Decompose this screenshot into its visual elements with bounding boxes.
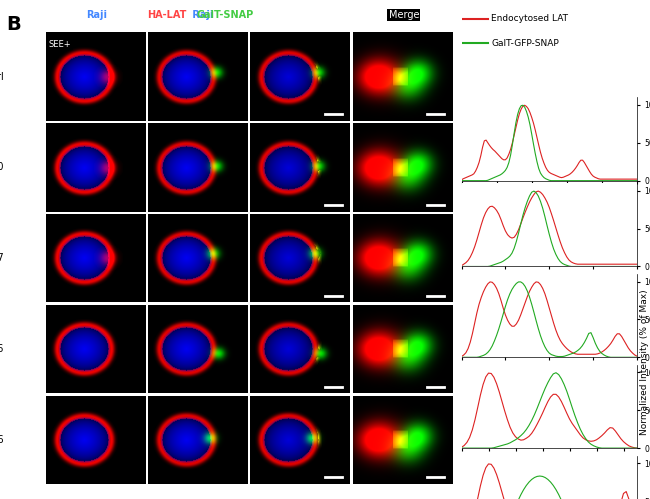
Text: Merge: Merge [389, 10, 419, 20]
Text: SEE+: SEE+ [49, 40, 72, 49]
Y-axis label: shVAMP7: shVAMP7 [0, 253, 4, 263]
Y-axis label: shGMAP210: shGMAP210 [0, 162, 4, 173]
Text: Raji: Raji [189, 10, 214, 20]
Text: Raji: Raji [86, 10, 107, 20]
Text: GalT-GFP-SNAP: GalT-GFP-SNAP [491, 39, 559, 48]
Y-axis label: shSynt16: shSynt16 [0, 435, 4, 445]
Text: GalT-SNAP: GalT-SNAP [196, 10, 254, 20]
Text: B: B [6, 15, 21, 34]
Text: HA-LAT: HA-LAT [147, 10, 186, 20]
Y-axis label: shRab6: shRab6 [0, 344, 4, 354]
Y-axis label: shCtrl: shCtrl [0, 71, 4, 82]
Text: Endocytosed LAT: Endocytosed LAT [491, 14, 568, 23]
Text: Normalized Intensity (% of Max): Normalized Intensity (% of Max) [640, 289, 649, 435]
